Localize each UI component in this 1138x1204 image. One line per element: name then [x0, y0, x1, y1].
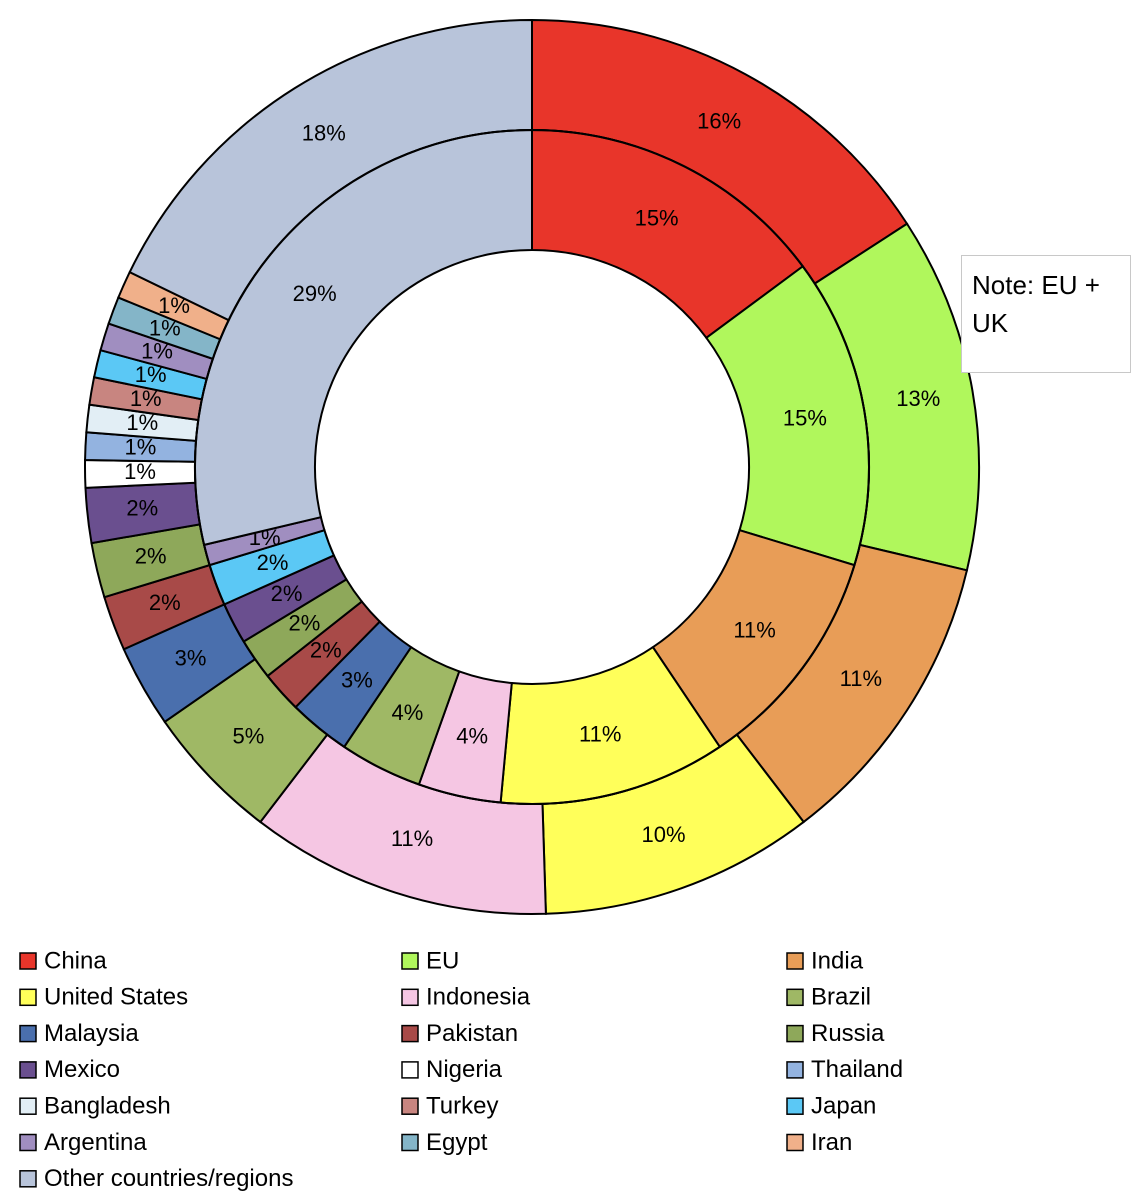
legend-label: Argentina	[44, 1129, 147, 1156]
data-label: 11%	[733, 618, 775, 643]
legend-swatch	[786, 1097, 804, 1115]
legend-swatch	[19, 1097, 37, 1115]
data-label: 4%	[391, 700, 423, 725]
legend-label: China	[44, 947, 107, 974]
data-label: 2%	[135, 543, 167, 568]
legend-swatch	[786, 952, 804, 970]
legend-label: Turkey	[426, 1093, 498, 1120]
data-label: 29%	[293, 281, 337, 306]
legend-swatch	[19, 952, 37, 970]
data-label: 5%	[233, 723, 265, 748]
legend-swatch	[786, 988, 804, 1007]
data-label: 15%	[635, 205, 679, 230]
legend-swatch	[401, 1024, 419, 1043]
legend-label: Brazil	[811, 984, 871, 1011]
legend-label: Malaysia	[44, 1020, 139, 1047]
legend-swatch	[19, 1133, 37, 1152]
data-label: 3%	[341, 667, 373, 692]
legend-label: Japan	[811, 1093, 876, 1120]
data-label: 11%	[840, 666, 882, 691]
legend-label: Pakistan	[426, 1020, 518, 1047]
data-label: 16%	[697, 108, 741, 133]
legend-label: Egypt	[426, 1129, 488, 1156]
legend-swatch	[401, 1133, 419, 1152]
data-label: 10%	[641, 822, 685, 847]
legend-swatch	[401, 952, 419, 970]
annotation: Note: EU + UK	[961, 255, 1131, 373]
data-label: 18%	[302, 121, 346, 146]
legend-label: Thailand	[811, 1056, 903, 1083]
data-label: 2%	[257, 550, 289, 575]
legend-swatch	[19, 988, 37, 1007]
data-label: 1%	[124, 459, 156, 484]
ring-border	[194, 129, 870, 805]
data-label: 15%	[783, 406, 827, 431]
data-label: 13%	[896, 386, 940, 411]
data-label: 3%	[175, 645, 207, 670]
data-label: 2%	[289, 611, 321, 636]
legend-label: Indonesia	[426, 984, 531, 1011]
data-label: 4%	[456, 723, 488, 748]
legend-label: Other countries/regions	[44, 1165, 293, 1192]
legend-label: Mexico	[44, 1056, 120, 1083]
legend-swatch	[786, 1133, 804, 1152]
legend-label: Russia	[811, 1020, 885, 1047]
legend-label: United States	[44, 984, 188, 1011]
data-label: 11%	[391, 826, 433, 851]
legend-swatch	[786, 1024, 804, 1043]
legend-label: EU	[426, 947, 459, 974]
legend-swatch	[19, 1061, 37, 1079]
legend-swatch	[401, 1061, 419, 1079]
data-label: 2%	[271, 581, 303, 606]
data-label: 1%	[125, 435, 157, 460]
legend-label: India	[811, 947, 864, 974]
data-label: 2%	[310, 638, 342, 663]
legend-label: Bangladesh	[44, 1093, 171, 1120]
legend-label: Iran	[811, 1129, 852, 1156]
legend-swatch	[19, 1170, 37, 1188]
legend-swatch	[401, 988, 419, 1007]
legend-swatch	[786, 1061, 804, 1079]
data-label: 2%	[149, 590, 181, 615]
data-label: 2%	[126, 495, 158, 520]
data-label: 11%	[579, 721, 621, 746]
legend-swatch	[19, 1024, 37, 1043]
legend-label: Nigeria	[426, 1056, 503, 1083]
legend-swatch	[401, 1097, 419, 1115]
